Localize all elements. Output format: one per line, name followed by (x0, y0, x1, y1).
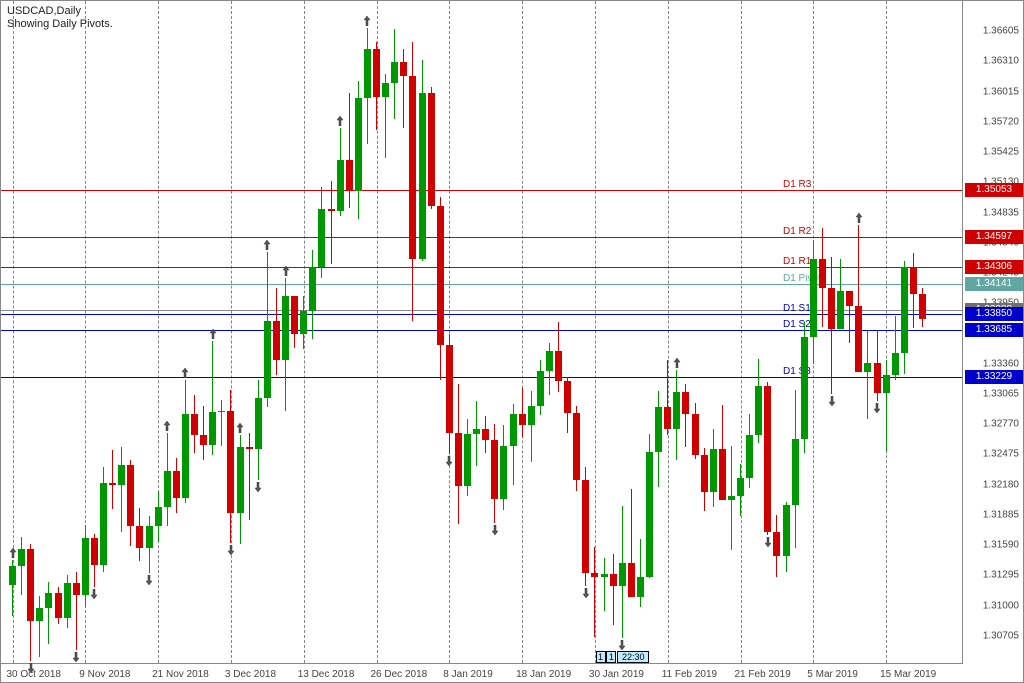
pivot-line-d1-s1 (1, 314, 962, 315)
y-tick-label: 1.33065 (983, 388, 1019, 399)
fractal-down-icon (144, 575, 154, 585)
y-tick-label: 1.35425 (983, 147, 1019, 158)
x-tick-label: 13 Dec 2018 (298, 669, 355, 680)
fractal-down-icon (827, 396, 837, 406)
x-tick-label: 21 Nov 2018 (152, 669, 209, 680)
session-marker: 1 (606, 651, 616, 663)
x-tick-label: 30 Jan 2019 (589, 669, 644, 680)
pivot-line-d1-pivot (1, 284, 962, 285)
chart-title: USDCAD,Daily (7, 5, 113, 18)
fractal-down-icon (226, 545, 236, 555)
fractal-up-icon (281, 266, 291, 276)
x-tick-label: 8 Jan 2019 (443, 669, 493, 680)
fractal-down-icon (89, 589, 99, 599)
fractal-down-icon (253, 482, 263, 492)
fractal-up-icon (262, 240, 272, 250)
vertical-gridline (522, 1, 523, 663)
fractal-down-icon (763, 537, 773, 547)
pivot-price-tag: 1.34597 (965, 230, 1023, 244)
fractal-down-icon (71, 652, 81, 662)
fractal-down-icon (581, 588, 591, 598)
session-marker: 1 (596, 651, 606, 663)
fractal-up-icon (8, 548, 18, 558)
y-tick-label: 1.32180 (983, 479, 1019, 490)
x-tick-label: 18 Jan 2019 (516, 669, 571, 680)
x-tick-label: 26 Dec 2018 (371, 669, 428, 680)
y-tick-label: 1.30705 (983, 630, 1019, 641)
y-tick-label: 1.34835 (983, 207, 1019, 218)
pivot-label: D1 R3 (783, 179, 811, 190)
pivot-line-d1-r1 (1, 267, 962, 268)
pivot-price-tag: 1.34141 (965, 277, 1023, 291)
fractal-up-icon (180, 368, 190, 378)
chart-subtitle: Showing Daily Pivots. (7, 18, 113, 31)
vertical-gridline (741, 1, 742, 663)
session-marker: 22:30 (617, 651, 649, 663)
plot-area[interactable]: USDCAD,Daily Showing Daily Pivots. D1 R3… (1, 1, 963, 664)
vertical-gridline (158, 1, 159, 663)
fractal-down-icon (490, 525, 500, 535)
vertical-gridline (668, 1, 669, 663)
x-tick-label: 9 Nov 2018 (79, 669, 130, 680)
y-tick-label: 1.31000 (983, 600, 1019, 611)
vertical-gridline (449, 1, 450, 663)
pivot-label: D1 S1 (783, 303, 811, 314)
fractal-up-icon (335, 116, 345, 126)
fractal-down-icon (444, 456, 454, 466)
y-tick-label: 1.33360 (983, 358, 1019, 369)
vertical-gridline (231, 1, 232, 663)
x-tick-label: 5 Mar 2019 (807, 669, 858, 680)
pivot-price-tag: 1.33685 (965, 323, 1023, 337)
x-axis: 30 Oct 20189 Nov 201821 Nov 20183 Dec 20… (1, 664, 963, 682)
pivot-price-tag: 1.34306 (965, 260, 1023, 274)
y-tick-label: 1.36605 (983, 26, 1019, 37)
chart-container: USDCAD,Daily Showing Daily Pivots. D1 R3… (0, 0, 1024, 683)
pivot-label: D1 S2 (783, 319, 811, 330)
pivot-line-d1-s3 (1, 377, 962, 378)
y-tick-label: 1.32770 (983, 419, 1019, 430)
fractal-down-icon (26, 663, 36, 673)
pivot-line-d1-r3 (1, 190, 962, 191)
pivot-line-d1-r2 (1, 237, 962, 238)
pivot-price-tag: 1.35053 (965, 183, 1023, 197)
fractal-up-icon (672, 358, 682, 368)
y-axis: 1.366051.363101.360151.357201.354251.351… (963, 1, 1023, 664)
title-block: USDCAD,Daily Showing Daily Pivots. (7, 5, 113, 31)
fractal-up-icon (235, 423, 245, 433)
x-tick-label: 3 Dec 2018 (225, 669, 276, 680)
y-tick-label: 1.31590 (983, 540, 1019, 551)
pivot-line-bid (1, 310, 962, 311)
fractal-up-icon (208, 329, 218, 339)
pivot-line-d1-s2 (1, 330, 962, 331)
y-tick-label: 1.31295 (983, 570, 1019, 581)
y-tick-label: 1.36015 (983, 86, 1019, 97)
y-tick-label: 1.35720 (983, 116, 1019, 127)
x-tick-label: 21 Feb 2019 (735, 669, 791, 680)
fractal-down-icon (617, 640, 627, 650)
fractal-up-icon (854, 213, 864, 223)
y-tick-label: 1.32475 (983, 449, 1019, 460)
vertical-gridline (886, 1, 887, 663)
pivot-price-tag: 1.33229 (965, 370, 1023, 384)
pivot-price-tag: 1.33850 (965, 307, 1023, 321)
fractal-down-icon (872, 403, 882, 413)
pivot-label: D1 R2 (783, 226, 811, 237)
y-tick-label: 1.36310 (983, 56, 1019, 67)
x-tick-label: 15 Mar 2019 (880, 669, 936, 680)
y-tick-label: 1.31885 (983, 509, 1019, 520)
x-tick-label: 11 Feb 2019 (662, 669, 717, 680)
fractal-up-icon (362, 16, 372, 26)
fractal-up-icon (162, 421, 172, 431)
pivot-label: D1 R1 (783, 256, 811, 267)
